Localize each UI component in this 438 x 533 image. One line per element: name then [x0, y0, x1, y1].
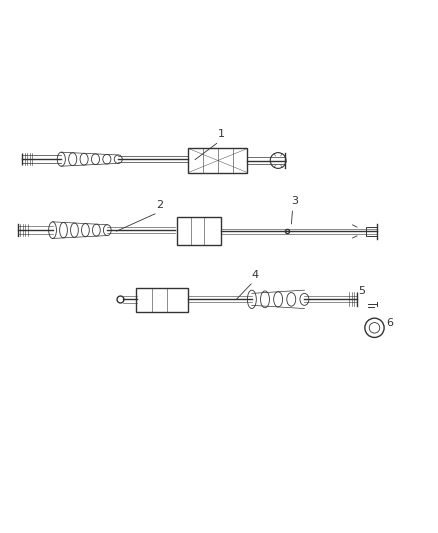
Bar [366, 227, 377, 236]
Text: 6: 6 [386, 318, 393, 328]
Text: 1: 1 [218, 130, 225, 140]
Bar [177, 217, 221, 245]
Text: 2: 2 [156, 200, 163, 211]
Bar [136, 288, 188, 312]
Bar [188, 149, 247, 173]
Text: 4: 4 [252, 270, 259, 280]
Text: 5: 5 [358, 286, 365, 296]
Text: 3: 3 [291, 196, 298, 206]
